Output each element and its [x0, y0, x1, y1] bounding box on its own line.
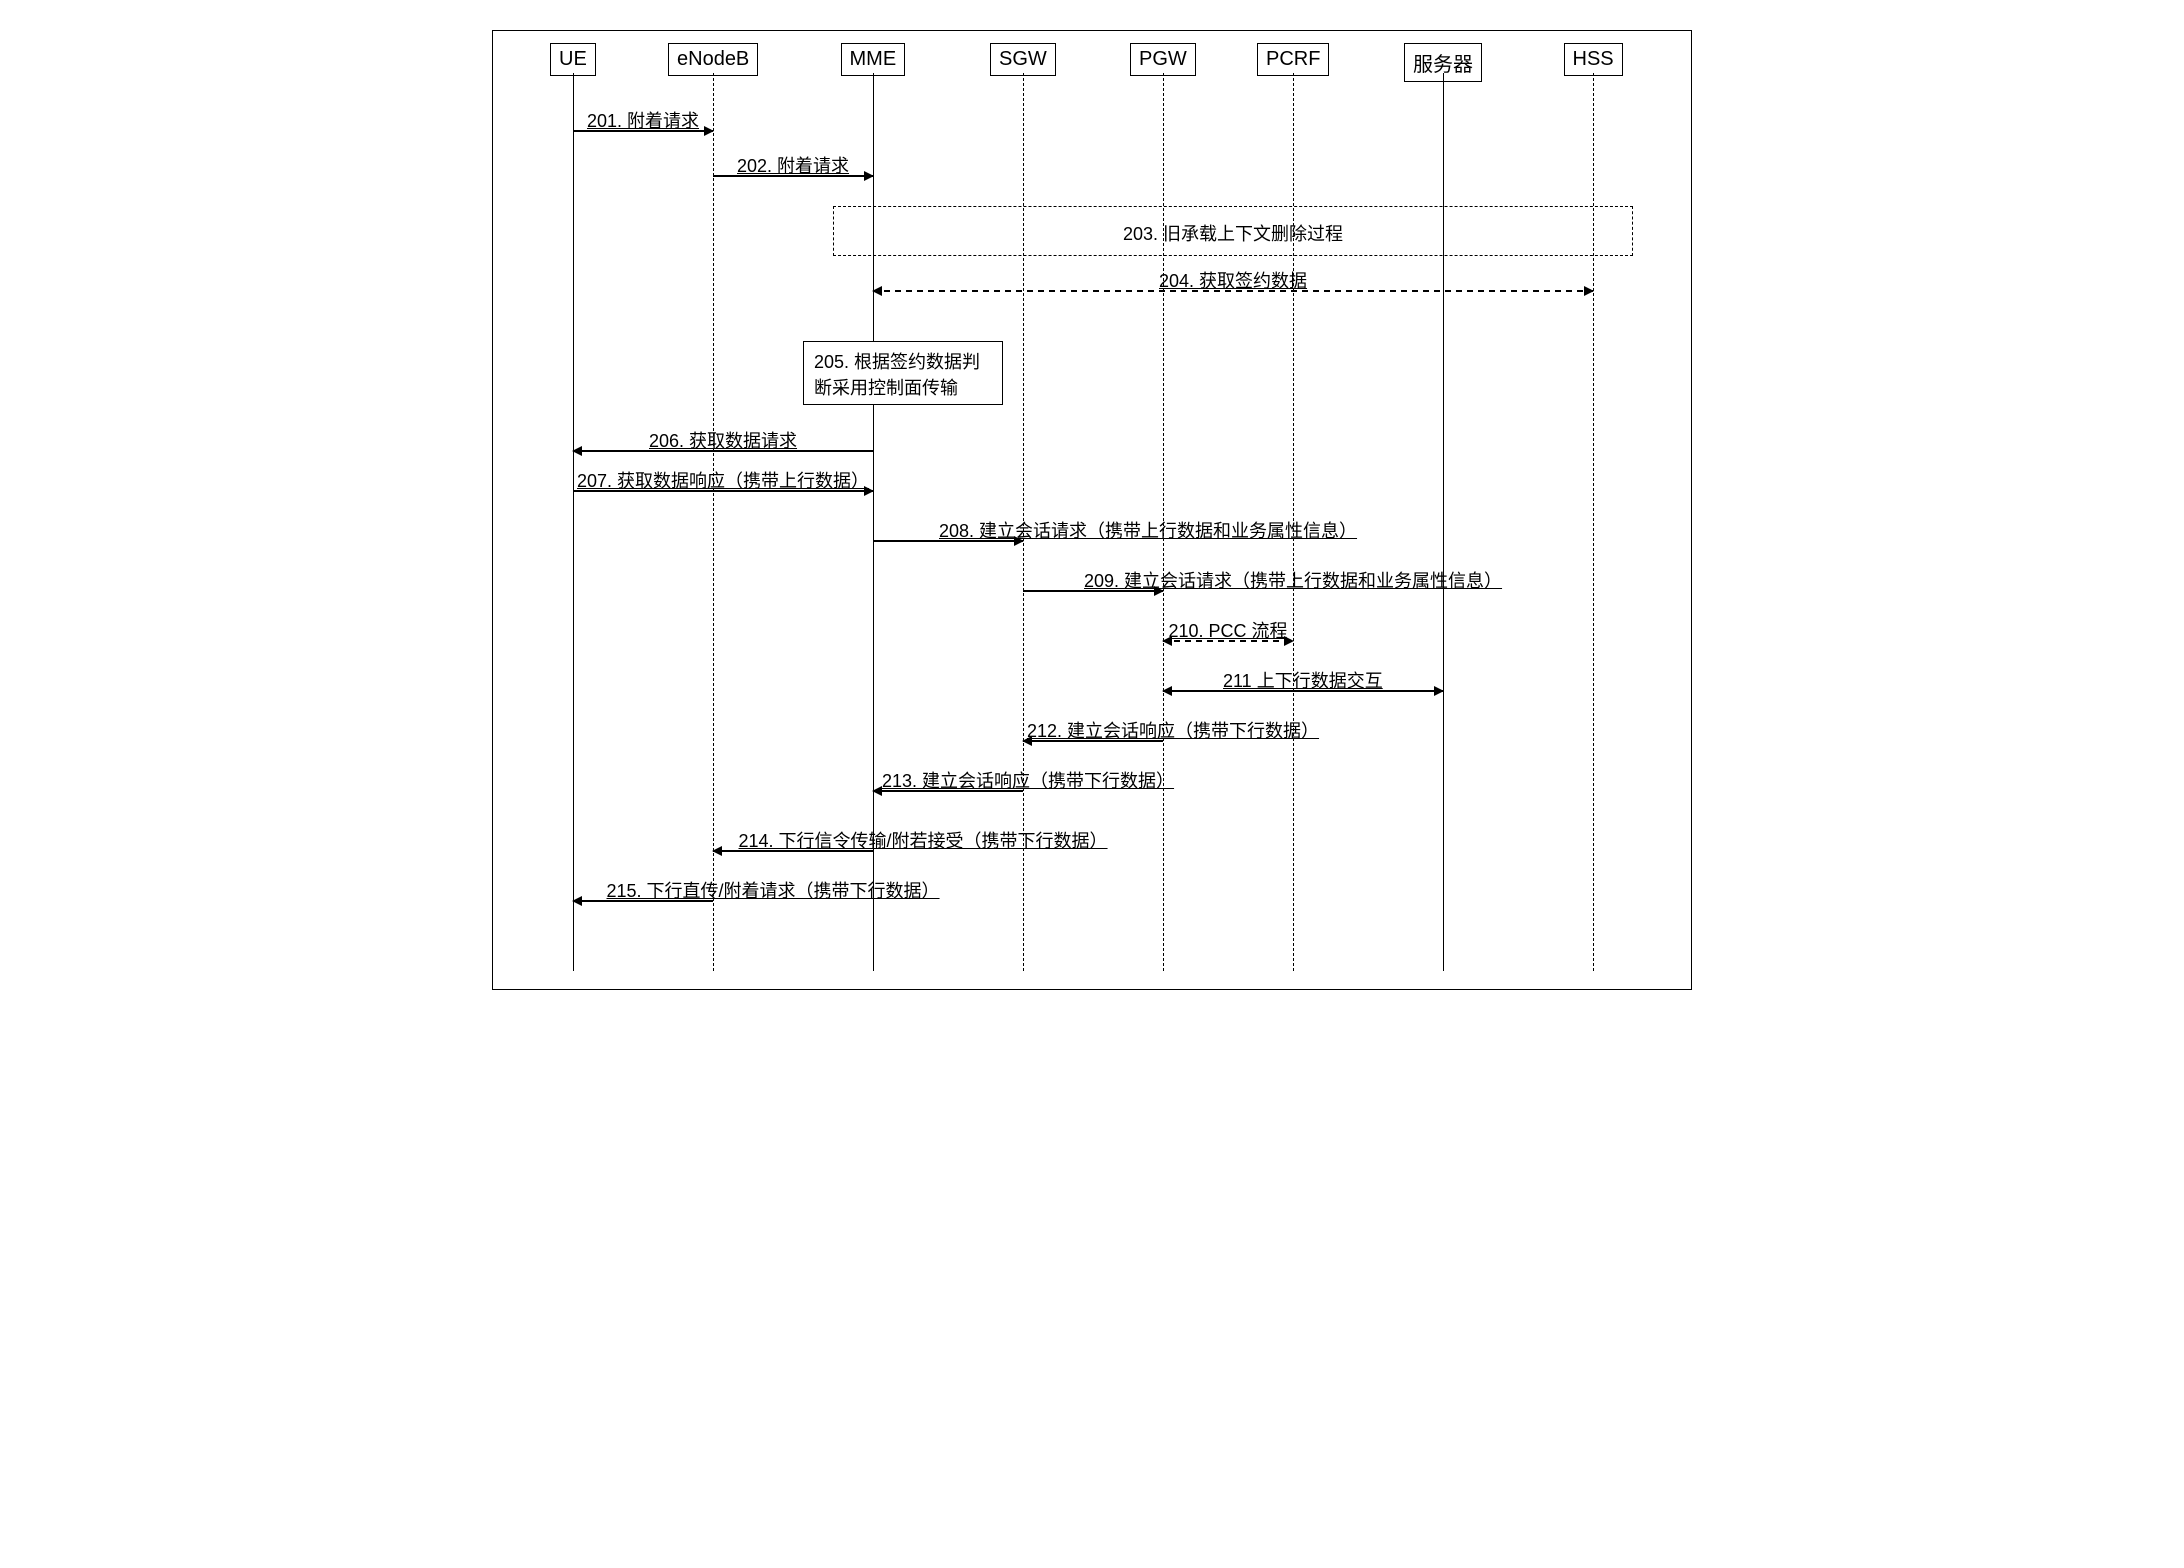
actor-label: eNodeB	[677, 48, 749, 70]
lifeline-ue	[573, 73, 574, 971]
actor-label: MME	[850, 48, 897, 70]
message-label-m204: 204. 获取签约数据	[1155, 267, 1311, 293]
message-label-m212: 212. 建立会话响应（携带下行数据）	[1023, 717, 1323, 743]
note-line: 205. 根据签约数据判	[814, 348, 992, 374]
actor-label: SGW	[999, 48, 1047, 70]
note-line: 断采用控制面传输	[814, 374, 992, 400]
message-label-m207: 207. 获取数据响应（携带上行数据）	[573, 467, 873, 493]
message-label-m206: 206. 获取数据请求	[645, 427, 801, 453]
actor-label: PGW	[1139, 48, 1187, 70]
message-label-m202: 202. 附着请求	[733, 152, 853, 178]
message-label-m208: 208. 建立会话请求（携带上行数据和业务属性信息）	[935, 517, 1361, 543]
message-label-m209: 209. 建立会话请求（携带上行数据和业务属性信息）	[1080, 567, 1506, 593]
actor-pgw: PGW	[1130, 43, 1196, 76]
sequence-diagram: UEeNodeBMMESGWPGWPCRF服务器HSS203. 旧承载上下文删除…	[492, 30, 1692, 990]
message-label-m210: 210. PCC 流程	[1165, 617, 1292, 643]
actor-pcrf: PCRF	[1257, 43, 1329, 76]
message-label-m211: 211 上下行数据交互	[1219, 667, 1387, 693]
lifeline-enodeb	[713, 73, 714, 971]
actor-sgw: SGW	[990, 43, 1056, 76]
note-n205: 205. 根据签约数据判断采用控制面传输	[803, 341, 1003, 405]
frame-label: 203. 旧承载上下文删除过程	[1119, 220, 1347, 246]
actor-ue: UE	[550, 43, 596, 76]
actor-label: PCRF	[1266, 48, 1320, 70]
actor-label: HSS	[1573, 48, 1614, 70]
message-label-m214: 214. 下行信令传输/附若接受（携带下行数据）	[735, 827, 1112, 853]
actor-label: UE	[559, 48, 587, 70]
actor-enodeb: eNodeB	[668, 43, 758, 76]
message-label-m213: 213. 建立会话响应（携带下行数据）	[878, 767, 1178, 793]
actor-mme: MME	[841, 43, 906, 76]
message-label-m215: 215. 下行直传/附着请求（携带下行数据）	[603, 877, 944, 903]
message-label-m201: 201. 附着请求	[583, 107, 703, 133]
actor-hss: HSS	[1564, 43, 1623, 76]
